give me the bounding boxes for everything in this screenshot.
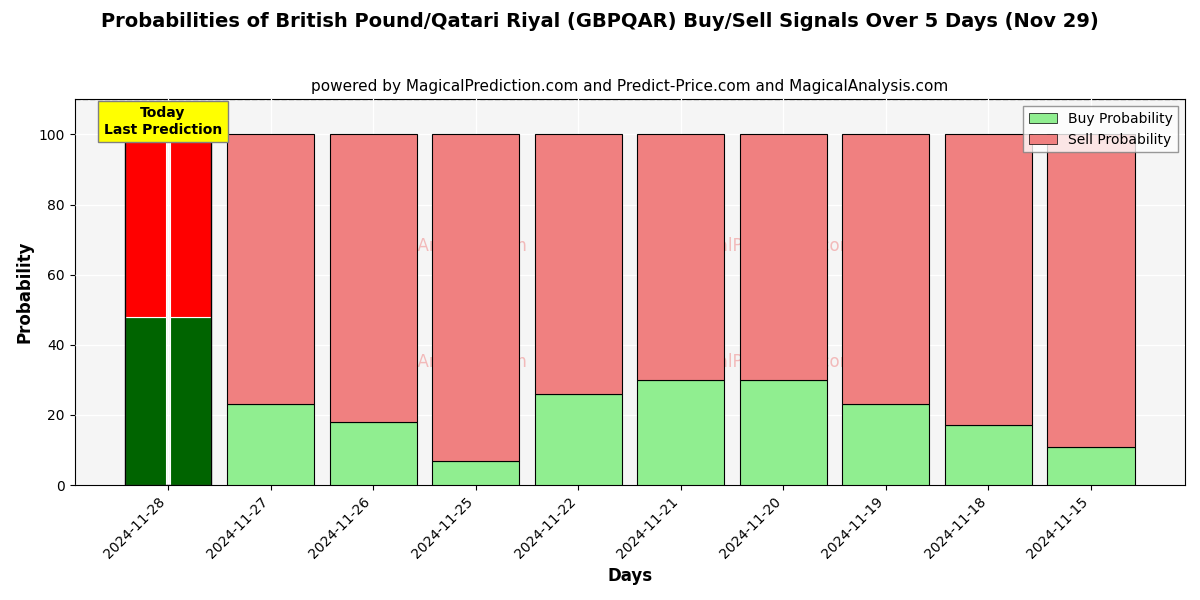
Y-axis label: Probability: Probability — [16, 241, 34, 343]
Bar — [432, 134, 520, 461]
Bar — [125, 317, 166, 485]
Bar — [330, 422, 416, 485]
Bar — [125, 134, 211, 485]
Bar — [842, 134, 930, 404]
Text: MagicalAnalysis.com: MagicalAnalysis.com — [355, 237, 528, 255]
Bar — [1048, 134, 1134, 446]
Text: MagicalPrediction.com: MagicalPrediction.com — [670, 353, 857, 371]
Legend: Buy Probability, Sell Probability: Buy Probability, Sell Probability — [1024, 106, 1178, 152]
Bar — [842, 404, 930, 485]
Bar — [739, 380, 827, 485]
Text: Today
Last Prediction: Today Last Prediction — [104, 106, 222, 137]
X-axis label: Days: Days — [607, 567, 653, 585]
Bar — [1048, 446, 1134, 485]
Bar — [637, 380, 725, 485]
Bar — [535, 134, 622, 394]
Text: MagicalPrediction.com: MagicalPrediction.com — [670, 237, 857, 255]
Bar — [535, 394, 622, 485]
Title: powered by MagicalPrediction.com and Predict-Price.com and MagicalAnalysis.com: powered by MagicalPrediction.com and Pre… — [311, 79, 948, 94]
Bar — [637, 134, 725, 380]
Bar — [227, 404, 314, 485]
Bar — [125, 134, 166, 317]
Text: Probabilities of British Pound/Qatari Riyal (GBPQAR) Buy/Sell Signals Over 5 Day: Probabilities of British Pound/Qatari Ri… — [101, 12, 1099, 31]
Text: MagicalAnalysis.com: MagicalAnalysis.com — [355, 353, 528, 371]
Bar — [330, 134, 416, 422]
Bar — [432, 461, 520, 485]
Bar — [944, 134, 1032, 425]
Bar — [170, 134, 211, 317]
Bar — [227, 134, 314, 404]
Bar — [944, 425, 1032, 485]
Bar — [170, 317, 211, 485]
Bar — [739, 134, 827, 380]
